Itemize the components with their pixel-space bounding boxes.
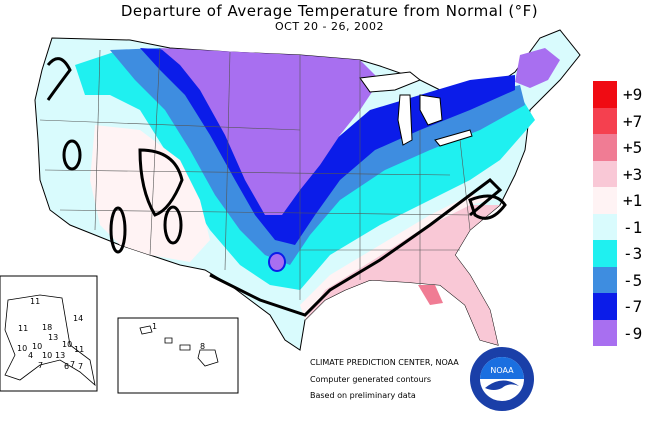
alaska-value: 11 (30, 297, 41, 306)
alaska-value: 18 (42, 323, 53, 332)
alaska-value: 6 (64, 362, 70, 371)
legend-item: -7 (593, 293, 657, 320)
legend-swatch (593, 293, 617, 320)
legend-label: -3 (623, 244, 643, 263)
legend-item: +9 (593, 81, 657, 108)
legend-item: -3 (593, 240, 657, 267)
legend-label: -9 (623, 323, 643, 343)
lake-superior (359, 71, 421, 93)
legend-item: +1 (593, 187, 657, 214)
legend-item: -5 (593, 266, 657, 293)
legend: +9 +7 +5 +3 +1 -1 -3 -5 (593, 81, 657, 346)
state-boundaries (39, 47, 471, 300)
alaska-value: 10 (32, 342, 43, 351)
hawaii-value: 8 (200, 342, 206, 351)
legend-swatch (593, 134, 617, 161)
legend-label: +3 (623, 164, 643, 184)
alaska-value: 10 (42, 351, 53, 360)
alaska-value: 11 (18, 324, 29, 333)
noaa-logo: NOAA (470, 347, 534, 411)
alaska-value: 14 (73, 314, 84, 323)
legend-label: +1 (623, 191, 643, 210)
legend-swatch (593, 266, 617, 293)
legend-label: -7 (623, 297, 643, 316)
legend-label: +5 (623, 138, 643, 157)
alaska-value: 13 (55, 351, 66, 360)
alaska-value: 10 (17, 344, 28, 353)
hawaii-inset-frame (117, 317, 239, 394)
credit-line2: Based on preliminary data (310, 391, 416, 400)
alaska-value: 7 (38, 361, 44, 370)
alaska-value: 10 (62, 340, 73, 349)
legend-item: +5 (593, 134, 657, 161)
legend-item: -1 (593, 213, 657, 240)
legend-swatch (593, 160, 617, 187)
lake-huron (419, 94, 443, 126)
cold-band-5 (110, 48, 525, 265)
hawaii-islands (139, 325, 219, 367)
legend-swatch (593, 319, 617, 346)
legend-swatch (593, 81, 617, 108)
credit-line1: Computer generated contours (310, 375, 432, 384)
noaa-logo-text: NOAA (490, 366, 514, 375)
legend-item: -9 (593, 319, 657, 346)
legend-swatch (593, 187, 617, 214)
lake-michigan (397, 94, 413, 146)
hawaii-value: 1 (152, 322, 158, 331)
legend-item: +3 (593, 160, 657, 187)
alaska-outline (4, 294, 96, 387)
legend-swatch (593, 213, 617, 240)
warm-region-southeast (305, 205, 500, 345)
map-subtitle: OCT 20 - 26, 2002 (275, 20, 384, 33)
warm-region-florida (418, 285, 443, 305)
cold-core-9-northeast (515, 48, 560, 88)
cold-core-9 (160, 48, 380, 215)
legend-label: +9 (623, 85, 643, 104)
legend-label: -1 (623, 217, 643, 237)
alaska-value: 7 (78, 362, 84, 371)
credit-center: CLIMATE PREDICTION CENTER, NOAA (310, 358, 459, 367)
legend-swatch (593, 107, 617, 134)
alaska-value: 11 (74, 345, 85, 354)
legend-label: +7 (623, 111, 643, 131)
legend-label: -5 (623, 270, 643, 290)
alaska-value: 7 (70, 360, 76, 369)
lake-erie (434, 129, 473, 147)
cold-spot-southern-plains (268, 252, 286, 272)
zero-contours (46, 57, 507, 317)
legend-item: +7 (593, 107, 657, 134)
alaska-value: 13 (48, 333, 59, 342)
legend-swatch (593, 240, 617, 267)
map-title: Departure of Average Temperature from No… (120, 2, 539, 20)
alaska-value: 4 (28, 351, 34, 360)
